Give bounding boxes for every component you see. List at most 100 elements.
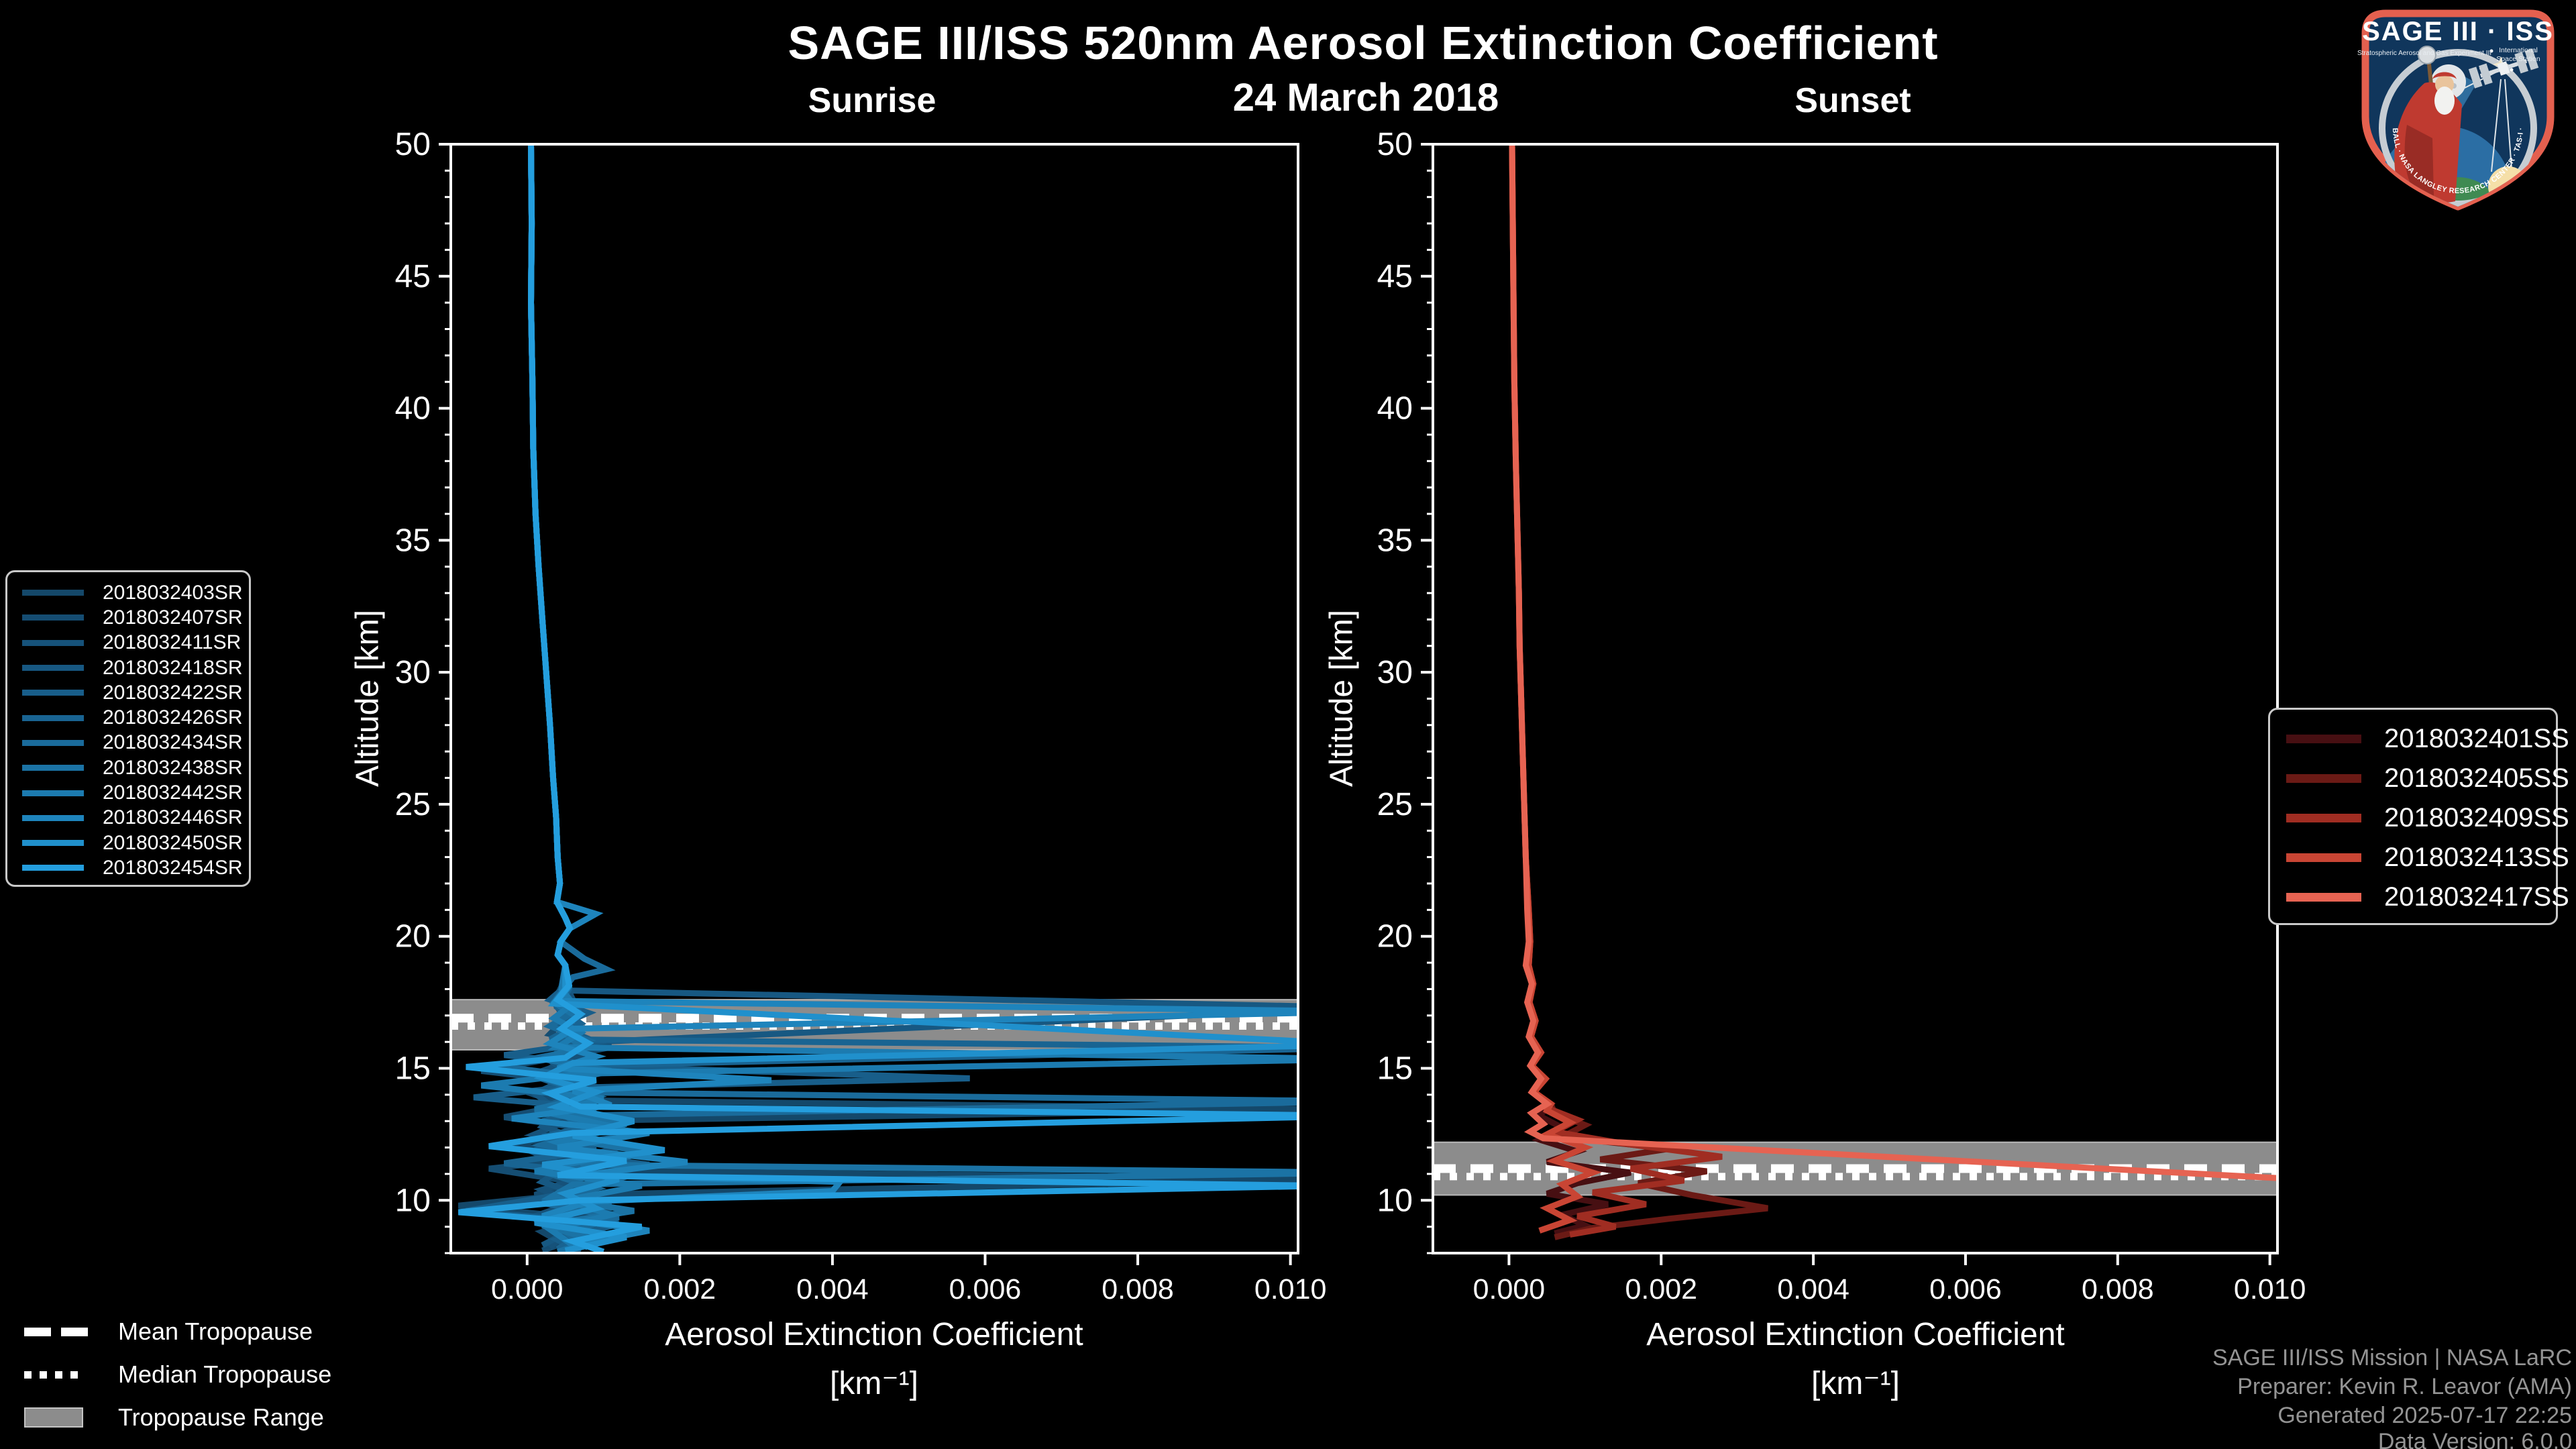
y-tick-label: 50: [1377, 127, 1413, 162]
x-tick-label: 0.004: [796, 1273, 869, 1305]
y-tick-label: 40: [1377, 391, 1413, 427]
legend-row: 2018032438SR: [7, 755, 249, 780]
legend-item-label: Tropopause Range: [118, 1403, 324, 1431]
legend-event-label: 2018032403SR: [103, 581, 243, 604]
staff-orb: [2418, 46, 2436, 64]
legend-line-swatch: [22, 865, 84, 871]
figure-hood: [2432, 72, 2457, 79]
generated-timestamp: Generated 2025-07-17 22:25: [2277, 1403, 2572, 1428]
legend-event-label: 2018032442SR: [103, 782, 243, 804]
sunset-x-axis-label: Aerosol Extinction Coefficient: [1646, 1317, 2065, 1352]
x-tick-label: 0.008: [2082, 1273, 2154, 1305]
series-group: [1509, 144, 2277, 1240]
legend-line-swatch: [2286, 853, 2361, 862]
y-tick-label: 30: [395, 655, 431, 690]
legend-event-label: 2018032409SS: [2384, 803, 2569, 833]
legend-row: 2018032426SR: [7, 705, 249, 730]
y-tick-label: 20: [1377, 919, 1413, 955]
plot-border: [449, 143, 1299, 1254]
y-tick-label: 10: [1377, 1183, 1413, 1218]
figure-beard: [2434, 87, 2455, 115]
legend-line-swatch: [22, 840, 84, 847]
legend-event-label: 2018032434SR: [103, 731, 243, 754]
sage-iss-logo: BALL · NASA LANGLEY RESEARCH CENTER · TA…: [2357, 9, 2555, 211]
y-tick-label: 45: [1377, 259, 1413, 294]
y-tick-label: 15: [395, 1051, 431, 1087]
sunrise-y-axis-label: Altitude [km]: [350, 609, 386, 788]
sunset-x-axis-unit: [km⁻¹]: [1811, 1366, 1900, 1401]
legend-line-swatch: [22, 690, 84, 696]
legend-row: 2018032418SR: [7, 655, 249, 680]
legend-row: 2018032442SR: [7, 780, 249, 805]
y-tick-label: 25: [1377, 787, 1413, 822]
legend-event-label: 2018032407SR: [103, 606, 243, 629]
legend-event-label: 2018032417SS: [2384, 882, 2569, 912]
legend-line-swatch: [22, 665, 84, 672]
tropopause-range-legend-item: Tropopause Range: [24, 1403, 324, 1431]
x-tick-label: 0.004: [1777, 1273, 1849, 1305]
preparer-credit: Preparer: Kevin R. Leavor (AMA): [2237, 1374, 2572, 1399]
legend-row: 2018032434SR: [7, 731, 249, 755]
legend-line-swatch: [22, 790, 84, 796]
y-tick-label: 45: [395, 259, 431, 294]
y-tick-label: 10: [395, 1183, 431, 1218]
robe-fold: [2404, 125, 2434, 196]
legend-row: 2018032454SR: [7, 855, 249, 880]
sunset-legend: 2018032401SS 2018032405SS 2018032409SS 2018…: [2268, 708, 2569, 925]
legend-line-swatch: [2286, 814, 2361, 822]
earth-land: [2391, 191, 2426, 207]
legend-event-label: 2018032426SR: [103, 706, 243, 729]
series-group: [458, 144, 1298, 1253]
x-tick-label: 0.002: [644, 1273, 716, 1305]
sunset-panel-title: Sunset: [1794, 81, 1911, 120]
legend-event-label: 2018032422SR: [103, 681, 243, 704]
legend-row: 2018032411SR: [7, 631, 249, 655]
star-icon: [2489, 49, 2493, 53]
legend-line-swatch: [22, 590, 84, 596]
sunrise-x-axis-unit: [km⁻¹]: [830, 1366, 918, 1401]
logo-title: SAGE III · ISS: [2362, 17, 2554, 46]
plot-border: [1432, 143, 2279, 1254]
sunset-panel: 10 15 20 25 30 35 40 45 50 0.000 0.002 0.004 0.006 0.…: [1377, 127, 2306, 1305]
y-tick-label: 35: [395, 523, 431, 558]
x-tick-label: 0.006: [1929, 1273, 2002, 1305]
legend-row: 2018032407SR: [7, 605, 249, 630]
figure-date: 24 March 2018: [1232, 76, 1499, 119]
legend-line-swatch: [2286, 774, 2361, 783]
series-line-2018032417SS: [1509, 144, 2277, 1181]
iss-icon: [2468, 48, 2539, 89]
legend-event-label: 2018032405SS: [2384, 763, 2569, 793]
y-tick-label: 20: [395, 919, 431, 955]
legend-event-label: 2018032438SR: [103, 756, 243, 779]
x-tick-label: 0.010: [2234, 1273, 2306, 1305]
legend-row: 2018032409SS: [2270, 798, 2569, 838]
x-tick-label: 0.010: [1254, 1273, 1327, 1305]
legend-line-swatch: [22, 814, 84, 821]
legend-line-swatch: [22, 714, 84, 721]
legend-row: 2018032403SR: [7, 580, 249, 605]
mission-credit: SAGE III/ISS Mission | NASA LaRC: [2212, 1345, 2572, 1371]
sunrise-legend: 2018032403SR 2018032407SR 2018032411SR 2018…: [5, 570, 251, 887]
orbit-ring: [2379, 49, 2537, 207]
legend-event-label: 2018032418SR: [103, 656, 243, 679]
data-version: Data Version: 6.0.0: [2377, 1429, 2572, 1449]
series-line-2018032409SS: [1509, 144, 1723, 1238]
logo-subtitle-right-2: Space Station: [2496, 55, 2540, 63]
y-tick-label: 25: [395, 787, 431, 822]
legend-row: 2018032405SS: [2270, 759, 2569, 798]
legend-event-label: 2018032413SS: [2384, 843, 2569, 872]
x-tick-label: 0.006: [949, 1273, 1022, 1305]
sunset-y-axis-label: Altitude [km]: [1324, 609, 1360, 788]
sunrise-panel: 10 15 20 25 30 35 40 45 50 0.000 0.002 0.004 0.006 0.…: [395, 127, 1327, 1305]
x-tick-label: 0.000: [491, 1273, 564, 1305]
sight-line: [2491, 78, 2502, 172]
legend-line-swatch: [22, 739, 84, 746]
series-line-2018032401SS: [1509, 144, 1631, 1236]
sunrise-x-axis-label: Aerosol Extinction Coefficient: [665, 1317, 1083, 1352]
legend-row: 2018032401SS: [2270, 719, 2569, 759]
dashed-line-icon: [24, 1327, 99, 1336]
legend-row: 2018032422SR: [7, 680, 249, 705]
series-line-2018032454SR: [458, 144, 1298, 1253]
legend-row: 2018032413SS: [2270, 838, 2569, 877]
